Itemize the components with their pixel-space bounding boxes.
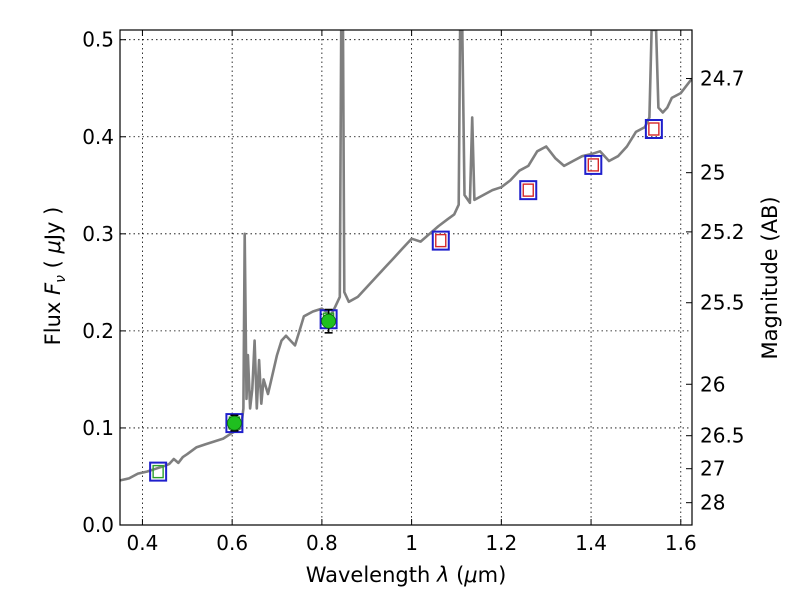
x-tick-label: 0.6 bbox=[216, 531, 248, 555]
photometry-box-outer bbox=[225, 413, 244, 434]
x-tick-label: 1.4 bbox=[575, 531, 607, 555]
photometry-box-inner bbox=[648, 122, 660, 136]
y-tick-label: 0.4 bbox=[82, 125, 114, 149]
measured-point bbox=[321, 313, 337, 329]
photometry-box-inner bbox=[587, 158, 600, 172]
photometry-box-outer bbox=[431, 230, 450, 251]
x-tick-label: 1.6 bbox=[665, 531, 697, 555]
measured-point bbox=[226, 415, 242, 431]
model-spectrum bbox=[120, 30, 692, 482]
y2-axis-label: Magnitude (AB) bbox=[758, 196, 782, 359]
y2-tick-label: 27 bbox=[700, 457, 725, 481]
axis-ticks: 0.4 0.6 0.8 1 1.2 1.4 1.6 0.0 0.1 0.2 0.3 0.4 0.5 24.… bbox=[82, 28, 744, 555]
photometry-box-outer bbox=[149, 461, 168, 482]
y2-tick-label: 24.7 bbox=[700, 67, 745, 91]
photometry-box-outer bbox=[584, 154, 603, 175]
y2-tick-label: 26 bbox=[700, 372, 725, 396]
y-axis-label: Flux Fν ( μJy ) bbox=[41, 207, 69, 346]
photometry-box-inner bbox=[435, 233, 447, 248]
x-axis-label: Wavelength λ (μm) bbox=[306, 563, 507, 587]
model-spectrum-line bbox=[120, 30, 692, 482]
y2-tick-label: 25 bbox=[700, 161, 725, 185]
y2-tick-label: 26.5 bbox=[700, 424, 745, 448]
y-tick-label: 0.5 bbox=[82, 28, 114, 52]
y2-tick-label: 25.5 bbox=[700, 291, 745, 315]
y-tick-label: 0.2 bbox=[82, 319, 114, 343]
y-tick-label: 0.0 bbox=[82, 513, 114, 537]
photometry-box-outer bbox=[644, 119, 663, 139]
photometry-box-inner bbox=[522, 183, 534, 197]
y-tick-label: 0.1 bbox=[82, 416, 114, 440]
plot-frame bbox=[119, 29, 693, 526]
photometry-box-outer bbox=[519, 180, 538, 201]
grid-lines bbox=[120, 30, 692, 526]
photometry-points bbox=[149, 119, 663, 482]
x-tick-label: 0.8 bbox=[306, 531, 338, 555]
x-tick-label: 1 bbox=[405, 531, 418, 555]
y2-tick-label: 28 bbox=[700, 491, 725, 515]
y-tick-label: 0.3 bbox=[82, 222, 114, 246]
y2-tick-label: 25.2 bbox=[700, 220, 745, 244]
x-tick-label: 0.4 bbox=[127, 531, 159, 555]
photometry-box-inner bbox=[152, 464, 164, 479]
x-tick-label: 1.2 bbox=[485, 531, 517, 555]
